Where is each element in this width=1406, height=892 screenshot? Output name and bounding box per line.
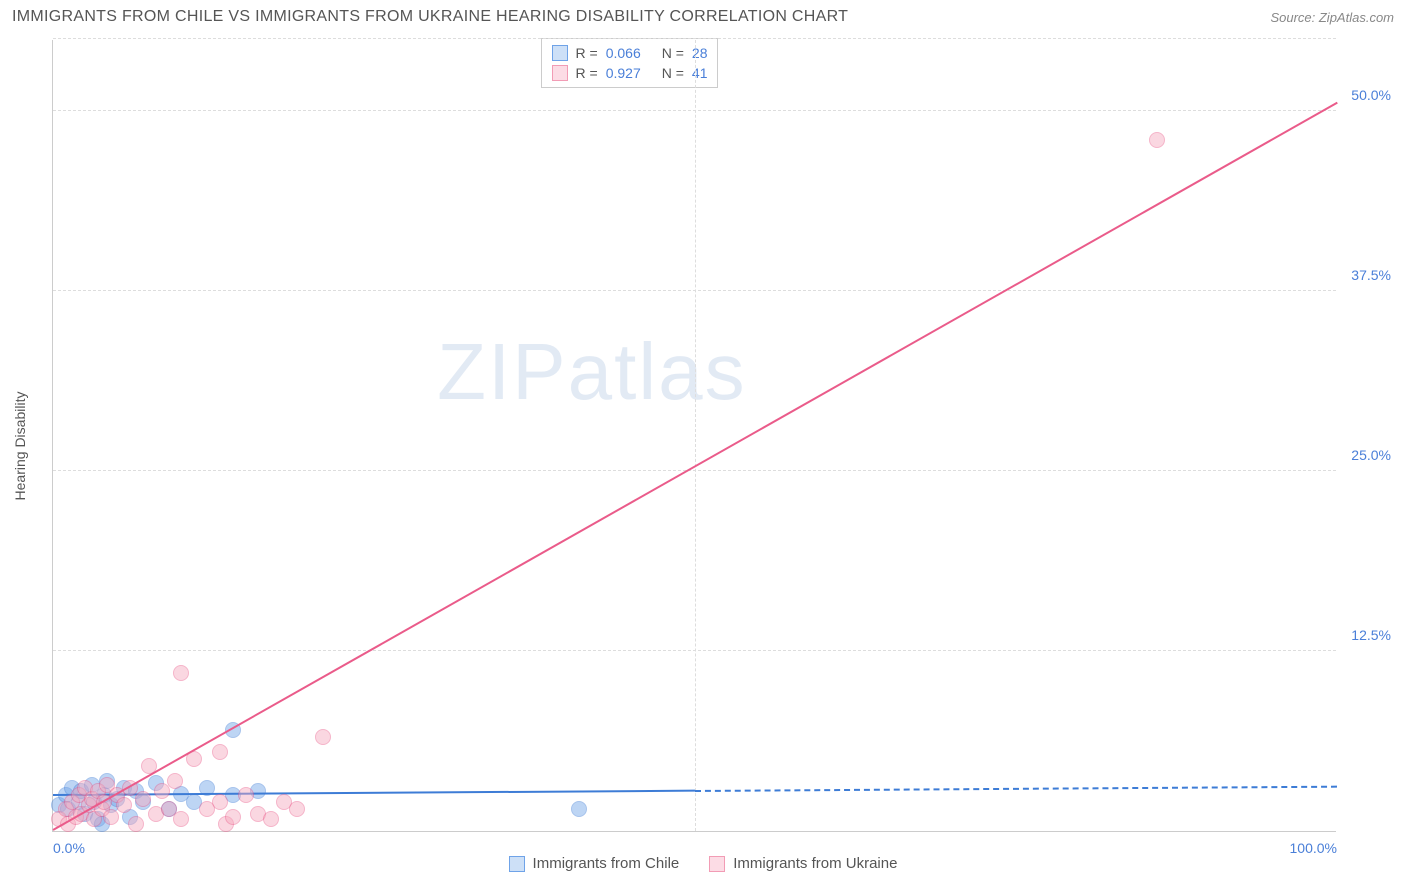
r-value: 0.927 [606, 65, 654, 81]
series-label: Immigrants from Ukraine [733, 855, 897, 872]
n-label: N = [662, 45, 684, 61]
y-tick-label: 50.0% [1351, 87, 1391, 103]
legend-swatch [709, 856, 725, 872]
data-point [238, 787, 254, 803]
data-point [212, 794, 228, 810]
data-point [225, 809, 241, 825]
watermark: ZIPatlas [437, 326, 746, 418]
source-attribution: Source: ZipAtlas.com [1270, 10, 1394, 25]
data-point [263, 811, 279, 827]
y-axis-label: Hearing Disability [12, 392, 28, 501]
legend-row: R =0.927N =41 [552, 63, 708, 83]
data-point [173, 811, 189, 827]
data-point [1149, 132, 1165, 148]
data-point [128, 816, 144, 832]
r-label: R = [576, 45, 598, 61]
series-legend-item: Immigrants from Chile [509, 855, 680, 872]
data-point [116, 797, 132, 813]
series-legend: Immigrants from Chile Immigrants from Ukr… [0, 855, 1406, 872]
data-point [103, 809, 119, 825]
trend-line-dashed [695, 786, 1337, 792]
legend-swatch [552, 45, 568, 61]
grid-line-h [53, 38, 1336, 39]
correlation-legend: R =0.066N =28R =0.927N =41 [541, 38, 719, 88]
series-legend-item: Immigrants from Ukraine [709, 855, 897, 872]
n-label: N = [662, 65, 684, 81]
data-point [173, 665, 189, 681]
chart-title: IMMIGRANTS FROM CHILE VS IMMIGRANTS FROM… [12, 8, 848, 26]
series-label: Immigrants from Chile [533, 855, 680, 872]
r-label: R = [576, 65, 598, 81]
y-tick-label: 37.5% [1351, 267, 1391, 283]
data-point [571, 801, 587, 817]
scatter-chart: ZIPatlas R =0.066N =28R =0.927N =41 12.5… [52, 40, 1336, 832]
data-point [167, 773, 183, 789]
data-point [289, 801, 305, 817]
legend-swatch [509, 856, 525, 872]
legend-swatch [552, 65, 568, 81]
data-point [135, 791, 151, 807]
data-point [212, 744, 228, 760]
grid-line-v [695, 40, 696, 831]
legend-row: R =0.066N =28 [552, 43, 708, 63]
r-value: 0.066 [606, 45, 654, 61]
x-tick-label: 0.0% [53, 840, 85, 856]
data-point [315, 729, 331, 745]
chart-header: IMMIGRANTS FROM CHILE VS IMMIGRANTS FROM… [0, 0, 1406, 30]
x-tick-label: 100.0% [1290, 840, 1337, 856]
y-tick-label: 12.5% [1351, 627, 1391, 643]
y-tick-label: 25.0% [1351, 447, 1391, 463]
